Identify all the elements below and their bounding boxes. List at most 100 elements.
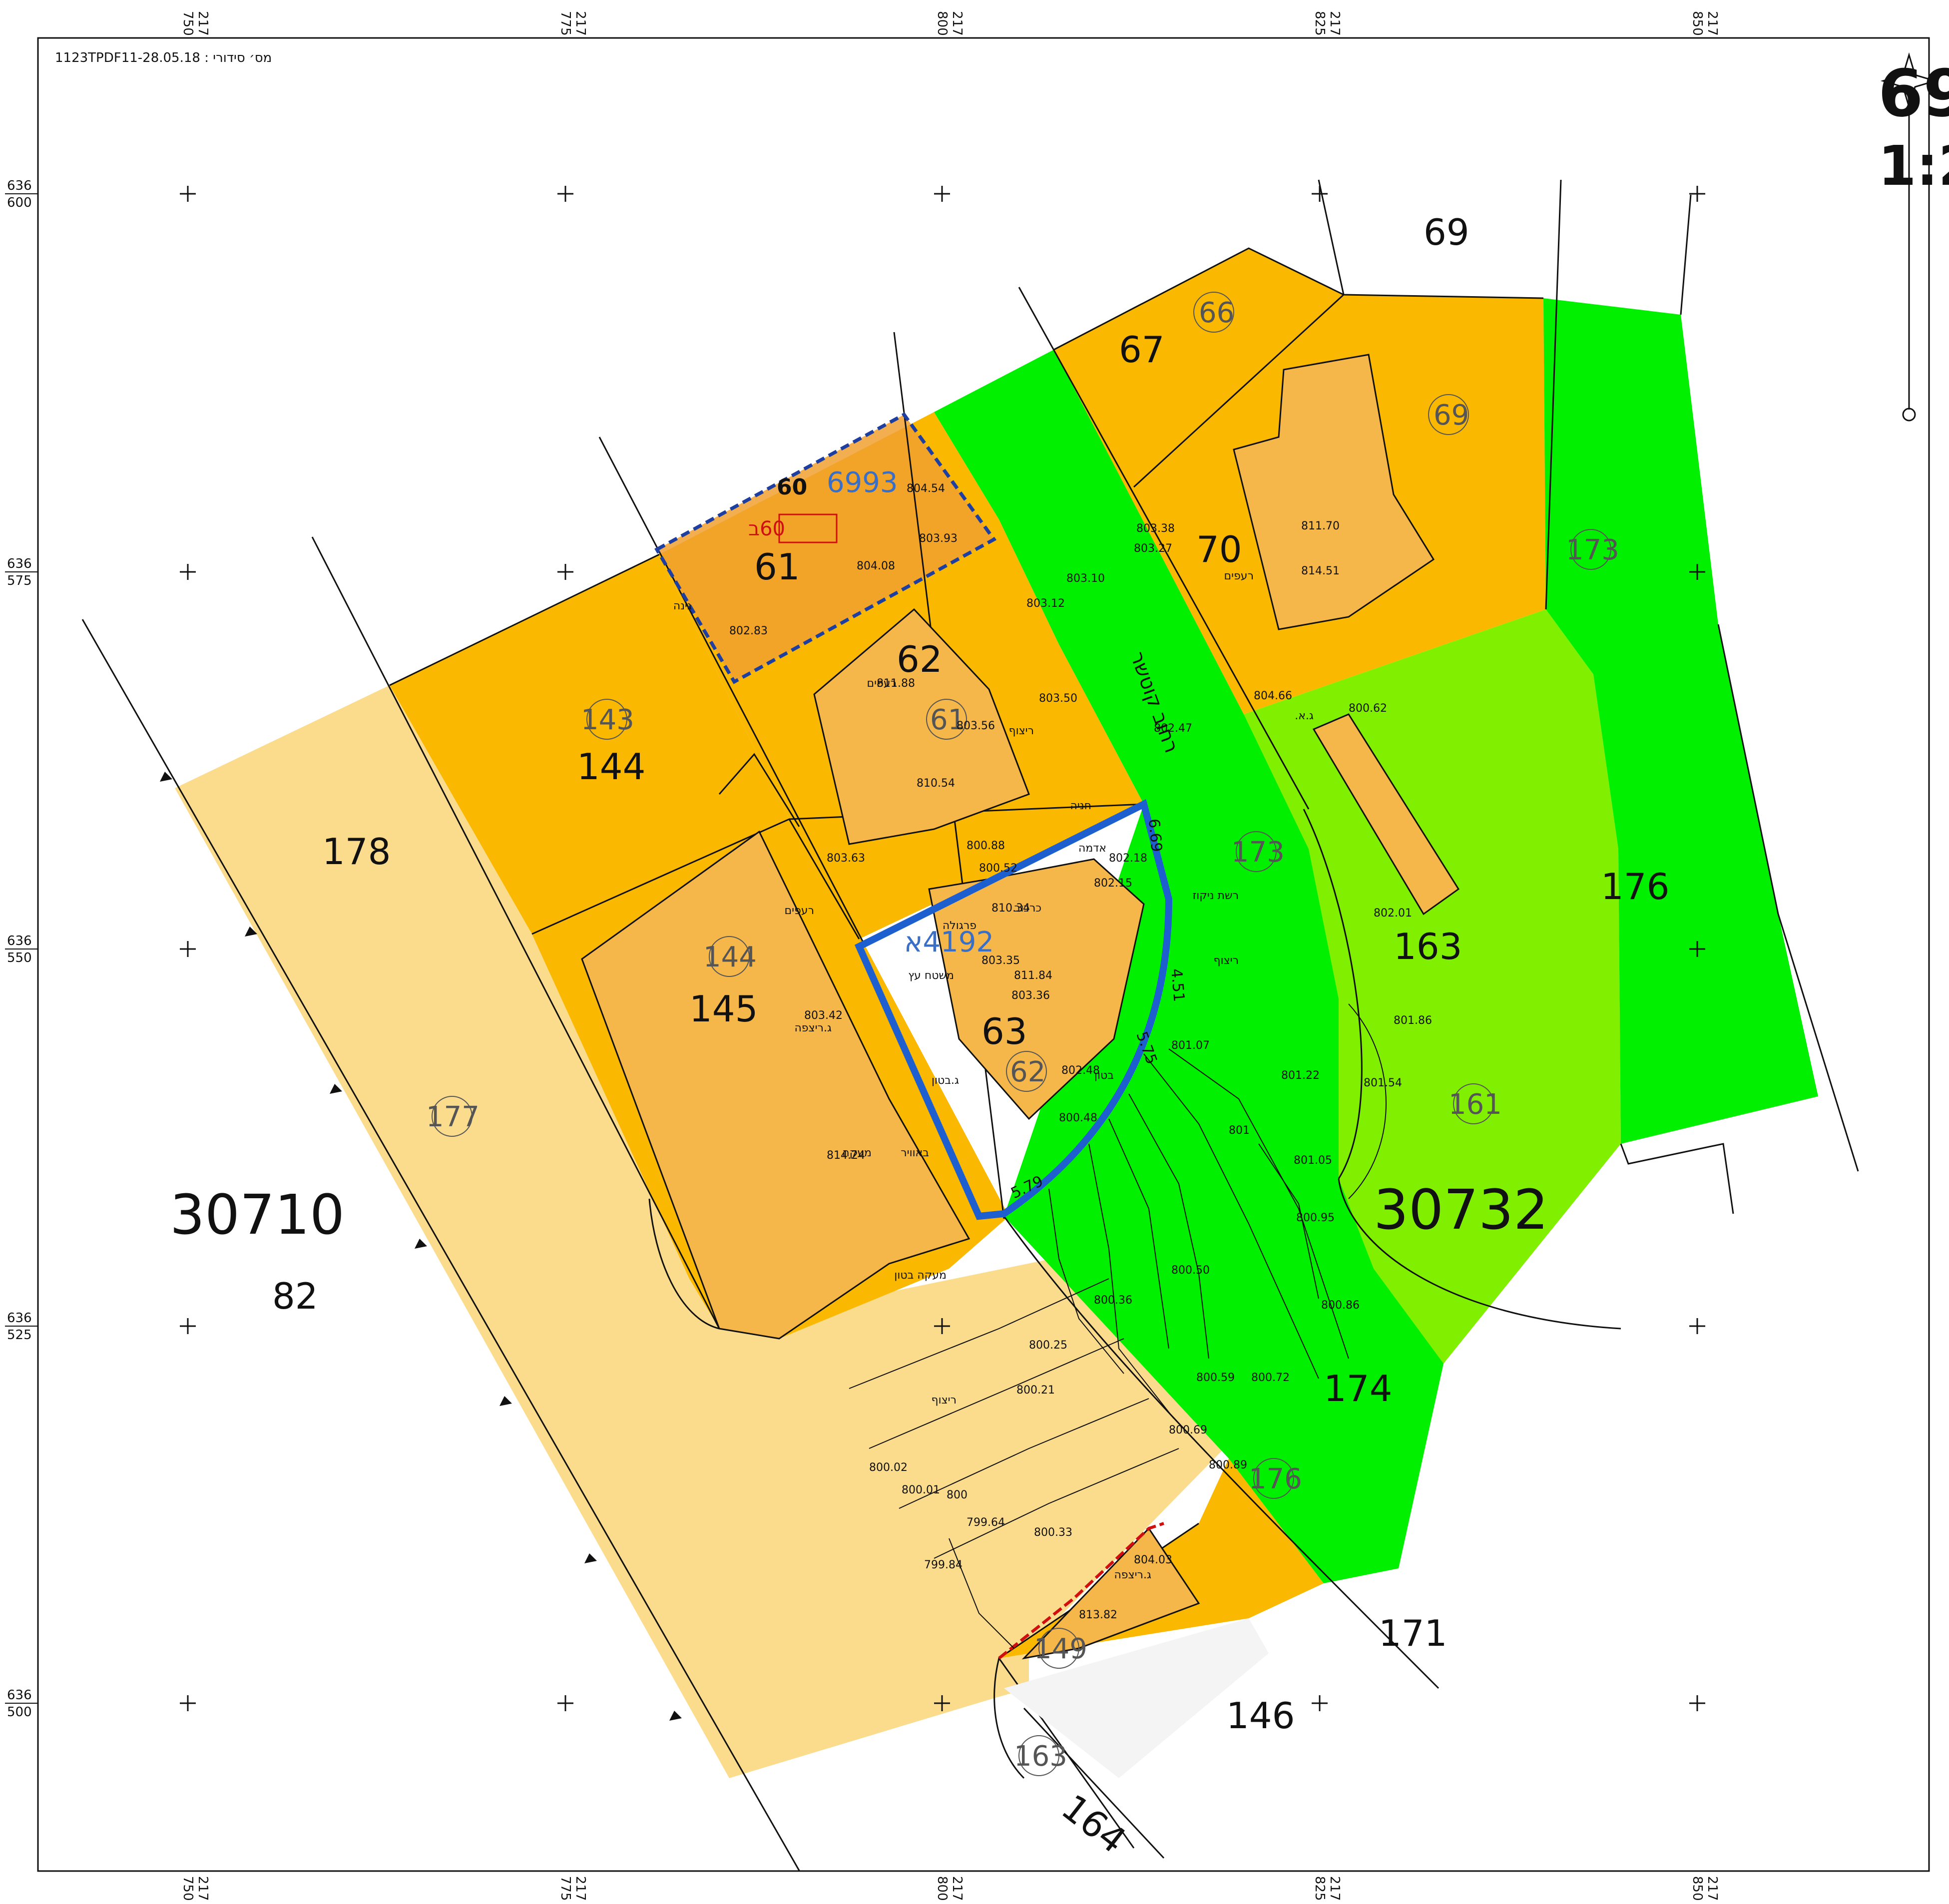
elev-41: 802.01 bbox=[1374, 907, 1412, 920]
old-lot-60: 60 bbox=[777, 475, 807, 500]
ann-railing-1: מעקה bbox=[842, 1147, 872, 1159]
x-label-b4-a: 217 bbox=[1327, 1876, 1342, 1901]
x-label-3-b: 800 bbox=[935, 11, 950, 36]
plan-6993-label: 6993 bbox=[827, 467, 898, 499]
x-label-b5-a: 217 bbox=[1705, 1876, 1720, 1901]
y-label-3-a: 636 bbox=[7, 934, 32, 949]
elev-22: 800.88 bbox=[967, 840, 1005, 852]
y-label-5-b: 500 bbox=[7, 1705, 32, 1720]
elev-8: 810.34 bbox=[991, 902, 1030, 915]
block-west: 30710 bbox=[170, 1183, 345, 1247]
elev-40: 800.89 bbox=[1209, 1459, 1247, 1471]
elev-3: 811.88 bbox=[877, 677, 915, 690]
y-label-1-a: 636 bbox=[7, 178, 32, 193]
parcel-lines bbox=[81, 179, 1859, 1871]
elev-13: 804.54 bbox=[907, 482, 945, 495]
old-lot-176: 176 bbox=[1249, 1463, 1302, 1495]
lot-60b-box bbox=[778, 513, 838, 543]
elev-51: 801.54 bbox=[1364, 1077, 1402, 1089]
x-label-b1-a: 217 bbox=[195, 1876, 210, 1901]
elev-38: 800.33 bbox=[1034, 1526, 1072, 1539]
lot-61: 61 bbox=[754, 546, 800, 588]
lot-171: 171 bbox=[1379, 1612, 1447, 1654]
elev-46: 799.64 bbox=[967, 1516, 1005, 1529]
elev-31: 800.50 bbox=[1171, 1264, 1210, 1277]
old-lot-173-a: 173 bbox=[1566, 534, 1619, 566]
x-label-b1-b: 750 bbox=[180, 1876, 195, 1901]
lot-176: 176 bbox=[1601, 866, 1669, 908]
elev-48: 800.48 bbox=[1059, 1112, 1097, 1124]
old-lot-61: 61 bbox=[930, 704, 966, 736]
lot-60b-label: 60ב bbox=[748, 517, 785, 540]
ann-wood-deck: משטח עץ bbox=[908, 969, 954, 982]
north-arrow-icon bbox=[1880, 52, 1938, 422]
lot-82: 82 bbox=[272, 1275, 318, 1317]
x-label-4-a: 217 bbox=[1327, 11, 1342, 36]
ann-floor-roof-2: ג.ריצפה bbox=[1114, 1569, 1151, 1581]
open-space-176 bbox=[1543, 298, 1818, 1144]
elev-12: 813.82 bbox=[1079, 1609, 1117, 1621]
lot-146: 146 bbox=[1226, 1695, 1295, 1737]
dotted-area-146 bbox=[1004, 1618, 1269, 1778]
elev-32: 800.36 bbox=[1094, 1294, 1132, 1307]
elev-55: 802.15 bbox=[1094, 877, 1132, 890]
x-label-b3-a: 217 bbox=[950, 1876, 965, 1901]
elev-28: 800.86 bbox=[1321, 1299, 1360, 1312]
elev-21: 802.47 bbox=[1154, 722, 1192, 735]
elev-1: 811.70 bbox=[1301, 520, 1340, 532]
plan-4192-label: 4192א bbox=[904, 926, 994, 958]
ann-ga-1: ג.א. bbox=[1295, 710, 1314, 722]
contour-lines bbox=[849, 1003, 1387, 1649]
y-label-1-b: 600 bbox=[7, 195, 32, 210]
elev-23: 803.35 bbox=[981, 954, 1020, 967]
elev-33: 800.25 bbox=[1029, 1339, 1067, 1352]
x-label-b2-a: 217 bbox=[573, 1876, 588, 1901]
elev-2: 814.51 bbox=[1301, 565, 1340, 577]
old-lot-circles bbox=[432, 292, 1611, 1776]
buildings bbox=[581, 354, 1460, 1340]
elev-19: 803.12 bbox=[1026, 597, 1065, 610]
boundary-ticks bbox=[160, 772, 682, 1721]
ann-riztuf-2: ריצוף bbox=[932, 1394, 957, 1407]
x-label-1-b: 750 bbox=[180, 11, 195, 36]
ann-parking: חניה bbox=[1070, 800, 1091, 812]
lot-163: 163 bbox=[1394, 926, 1462, 967]
ann-riztuf-1: ריצוף bbox=[1009, 725, 1034, 737]
elev-9: 811.84 bbox=[1014, 969, 1052, 982]
ann-drain-grid: רשת ניקוז bbox=[1193, 890, 1239, 902]
residential-zone-144 bbox=[390, 554, 789, 934]
elev-52: 801.07 bbox=[1171, 1039, 1210, 1052]
serial-label: 1123TPDF11-28.05.18 : מס׳ סידורי bbox=[55, 50, 272, 65]
ann-tiles-1: רעפים bbox=[867, 677, 897, 690]
elev-45: 800 bbox=[947, 1489, 968, 1501]
elev-36: 800.01 bbox=[902, 1484, 940, 1496]
ann-concrete-railing: מעקה בטון bbox=[894, 1269, 947, 1282]
ann-riztuf-3: ריצוף bbox=[1214, 954, 1239, 967]
plan-4192-boundary bbox=[854, 799, 1173, 1220]
y-label-4-b: 525 bbox=[7, 1328, 32, 1343]
elevations: 811.70 814.51 811.88 803.56 810.54 803.4… bbox=[729, 482, 1432, 1621]
old-lot-161: 161 bbox=[1449, 1088, 1502, 1121]
old-lot-62: 62 bbox=[1010, 1056, 1045, 1088]
x-label-5-a: 217 bbox=[1705, 11, 1720, 36]
ann-floor-roof-1: ג.ריצפה bbox=[794, 1022, 832, 1034]
x-label-b3-b: 800 bbox=[935, 1876, 950, 1901]
elev-24: 801.86 bbox=[1394, 1014, 1432, 1027]
x-label-3-a: 217 bbox=[950, 11, 965, 36]
grid-crosses bbox=[180, 186, 1705, 1711]
elev-53: 803.27 bbox=[1134, 542, 1172, 555]
block-east: 30732 bbox=[1374, 1178, 1548, 1242]
x-label-b2-b: 775 bbox=[558, 1876, 573, 1901]
elev-37: 799.84 bbox=[924, 1559, 963, 1571]
old-lot-69: 69 bbox=[1434, 399, 1469, 432]
elev-44: 801 bbox=[1229, 1124, 1250, 1137]
lot-145: 145 bbox=[689, 988, 758, 1030]
lot-69: 69 bbox=[1424, 211, 1469, 253]
ann-in-air: באוויר bbox=[901, 1147, 929, 1159]
map-title: מצב מאושר על פי תכניות 4192א, 6993 bbox=[1878, 55, 1949, 131]
building-149 bbox=[1021, 1527, 1200, 1660]
ann-pergola: פרגולה bbox=[943, 920, 976, 932]
red-line bbox=[998, 1522, 1164, 1660]
elev-18: 803.10 bbox=[1066, 572, 1105, 585]
ann-tiles-2: רעפים bbox=[785, 905, 814, 917]
